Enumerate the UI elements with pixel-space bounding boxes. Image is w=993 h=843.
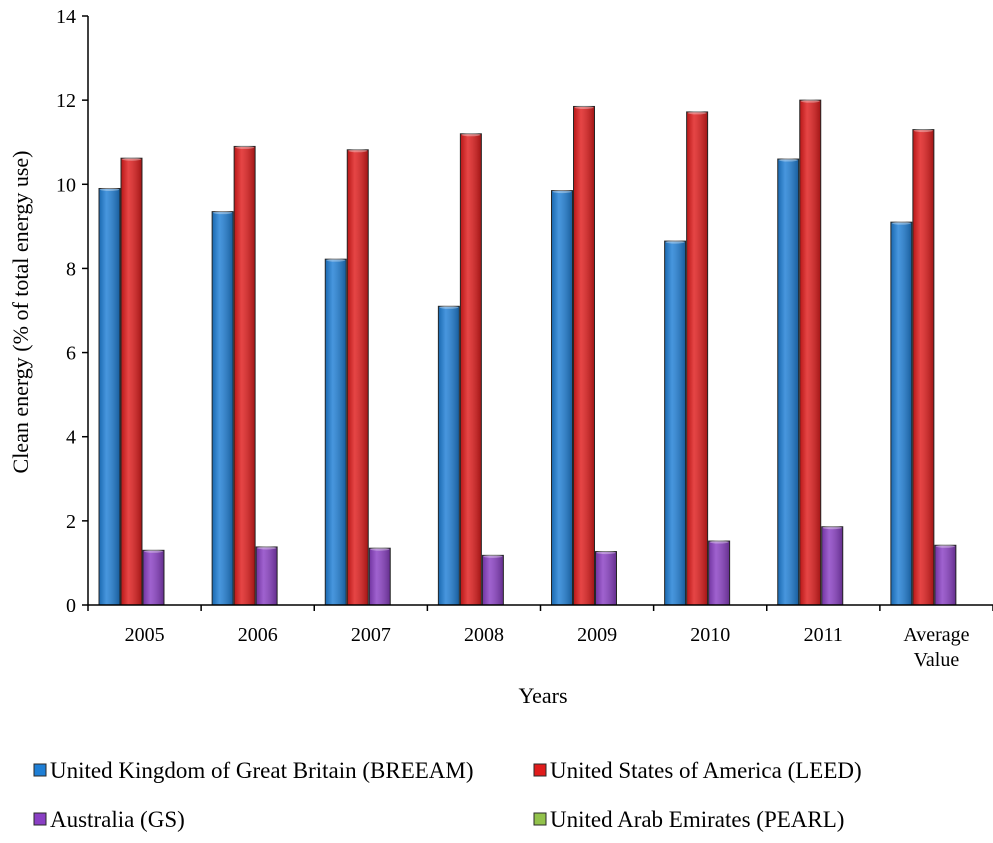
bar-highlight	[213, 211, 233, 215]
legend-item-3: Australia (GS)	[33, 807, 185, 832]
bar-highlight	[370, 547, 390, 551]
bar-highlight	[574, 105, 594, 109]
y-tick-label: 4	[66, 427, 76, 449]
y-tick-label: 2	[66, 511, 76, 533]
bar-highlight	[709, 540, 729, 544]
bar-shade	[256, 546, 278, 605]
bar-highlight	[483, 554, 503, 558]
y-tick-label: 10	[56, 174, 76, 196]
x-axis-title: Years	[518, 683, 567, 708]
y-tick-label: 6	[66, 343, 76, 365]
bar-shade	[438, 306, 460, 605]
bar-highlight	[800, 99, 820, 103]
y-axis-title: Clean energy (% of total energy use)	[8, 151, 33, 474]
x-tick-label: 2008	[464, 624, 504, 646]
x-tick-label: 2005	[125, 624, 165, 646]
legend-label: United States of America (LEED)	[550, 758, 862, 783]
bar-shade	[664, 241, 686, 605]
legend-item-2: United States of America (LEED)	[533, 758, 862, 783]
legend-label: United Arab Emirates (PEARL)	[550, 807, 844, 832]
bar-highlight	[100, 187, 119, 191]
bar-highlight	[348, 149, 368, 153]
bar-shade	[573, 106, 595, 605]
legend-swatch	[33, 812, 47, 826]
bar-highlight	[778, 158, 798, 162]
legend: United Kingdom of Great Britain (BREEAM)…	[33, 758, 862, 832]
x-tick-label: 2011	[804, 624, 843, 646]
bar-highlight	[144, 549, 163, 553]
bar-shade	[708, 541, 730, 605]
x-tick-label: Average	[903, 624, 969, 646]
bar-shade	[686, 111, 708, 606]
bar-shade	[799, 100, 821, 606]
legend-swatch	[533, 812, 547, 826]
bar-shade	[551, 190, 573, 605]
bar-highlight	[596, 551, 616, 555]
bar-shade	[121, 158, 142, 606]
y-tick-label: 14	[56, 6, 76, 28]
bar-shade	[912, 129, 934, 606]
bar-highlight	[665, 240, 685, 244]
bar-shade	[934, 545, 956, 605]
legend-label: Australia (GS)	[50, 807, 185, 832]
bar-shade	[369, 548, 391, 605]
bar-highlight	[439, 305, 459, 309]
bar-shade	[777, 159, 799, 606]
x-tick-label: Value	[914, 649, 960, 671]
x-tick-label: 2009	[577, 624, 617, 646]
x-tick-label: 2006	[238, 624, 278, 646]
bar-highlight	[822, 526, 842, 530]
bar-highlight	[326, 258, 346, 262]
bar-shade	[143, 550, 164, 605]
bar-shade	[821, 526, 843, 605]
bar-shade	[212, 211, 234, 605]
bar-shade	[99, 188, 120, 605]
legend-swatch	[33, 763, 47, 777]
legend-label: United Kingdom of Great Britain (BREEAM)	[50, 758, 474, 783]
y-tick-label: 12	[56, 90, 76, 112]
bar-shade	[890, 222, 912, 605]
plot-area: 0 2 4 6 8 10 12 14 2005 2006 2007 2008 2009 2010 2011 A…	[56, 6, 993, 671]
bar-highlight	[257, 546, 277, 550]
x-tick-label: 2010	[690, 624, 730, 646]
bar-highlight	[461, 133, 481, 137]
bar-highlight	[935, 544, 955, 548]
bar-highlight	[891, 221, 911, 225]
bar-highlight	[235, 145, 255, 149]
y-tick-label: 8	[66, 258, 76, 280]
bar-shade	[460, 133, 482, 606]
y-tick-label: 0	[66, 595, 76, 617]
x-tick-label: 2007	[351, 624, 391, 646]
bar-shade	[325, 259, 347, 605]
bar-highlight	[687, 111, 707, 115]
bar-highlight	[122, 157, 141, 161]
bar-shade	[347, 149, 369, 605]
bar-highlight	[552, 190, 572, 194]
legend-item-4: United Arab Emirates (PEARL)	[533, 807, 844, 832]
legend-swatch	[533, 763, 547, 777]
bar-highlight	[913, 129, 933, 133]
legend-item-1: United Kingdom of Great Britain (BREEAM)	[33, 758, 474, 783]
bar-shade	[234, 146, 256, 605]
bar-shade	[595, 551, 617, 605]
bar-shade	[482, 555, 504, 605]
